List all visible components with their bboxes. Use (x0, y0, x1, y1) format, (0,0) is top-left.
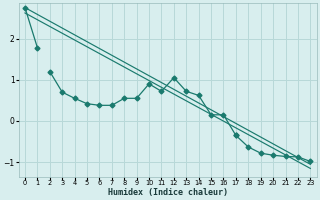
X-axis label: Humidex (Indice chaleur): Humidex (Indice chaleur) (108, 188, 228, 197)
